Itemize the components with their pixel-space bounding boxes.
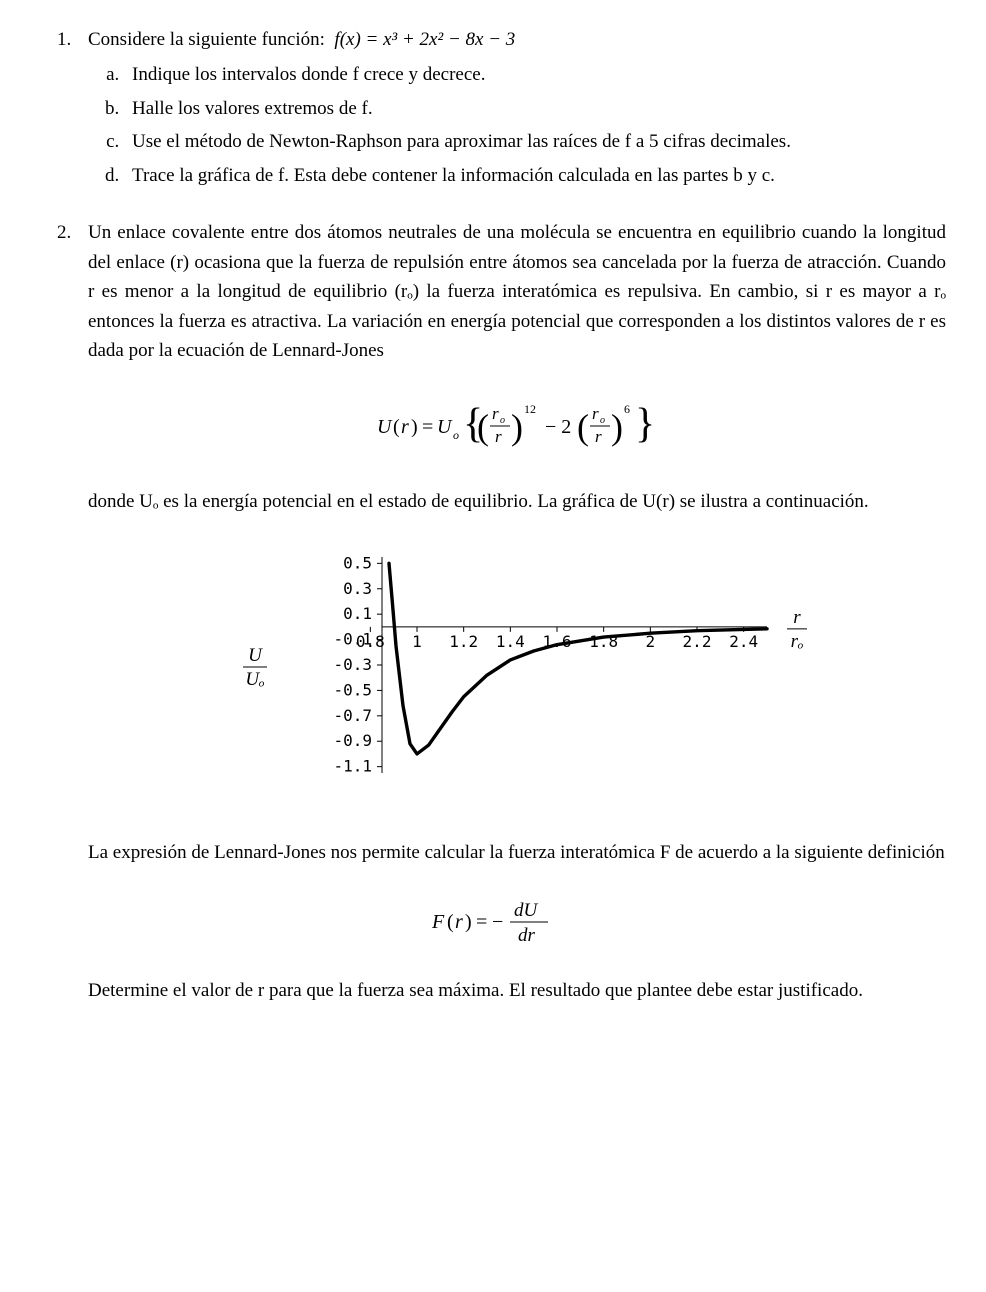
svg-text:dr: dr [518,925,536,946]
svg-text:0.5: 0.5 [343,553,372,572]
svg-text:(: ( [577,407,589,447]
svg-text:): ) [611,407,623,447]
svg-text:2.2: 2.2 [683,632,712,651]
question-2: Un enlace covalente entre dos átomos neu… [76,218,946,1005]
q1-subparts: Indique los intervalos donde f crece y d… [88,60,946,190]
svg-text:0.1: 0.1 [343,604,372,623]
lennard-jones-equation: U ( r ) = U o { ( r o r ) 12 [88,391,946,461]
svg-text:2.4: 2.4 [729,632,758,651]
svg-text:1.2: 1.2 [449,632,478,651]
q1-lead-text: Considere la siguiente función: [88,29,325,50]
q2-para4: Determine el valor de r para que la fuer… [88,976,946,1005]
question-1: Considere la siguiente función: f(x) = x… [76,25,946,190]
svg-text:-0.9: -0.9 [333,731,372,750]
q1-lead: Considere la siguiente función: f(x) = x… [88,29,515,50]
force-equation: F ( r ) = − dU dr [88,894,946,950]
svg-text:−: − [492,911,503,933]
svg-text:}: } [635,401,655,447]
svg-text:U: U [437,416,453,438]
svg-text:=: = [422,416,433,438]
svg-text:0.8: 0.8 [356,632,385,651]
svg-text:(: ( [393,416,400,438]
svg-text:U: U [377,416,393,438]
q1-function: f(x) = x³ + 2x² − 8x − 3 [334,29,515,50]
svg-text:1: 1 [412,632,422,651]
question-list: Considere la siguiente función: f(x) = x… [40,25,946,1005]
svg-text:r: r [455,911,463,933]
svg-text:U: U [248,645,263,666]
svg-text:): ) [511,407,523,447]
q2-para2: donde Uₒ es la energía potencial en el e… [88,487,946,516]
svg-text:r: r [595,427,602,446]
svg-text:r: r [401,416,409,438]
svg-text:-0.7: -0.7 [333,706,372,725]
svg-text:=: = [476,911,487,933]
svg-text:(: ( [477,407,489,447]
svg-text:r: r [495,427,502,446]
svg-text:-0.3: -0.3 [333,655,372,674]
svg-text:-1.1: -1.1 [333,756,372,775]
svg-text:r: r [793,607,801,628]
svg-text:r: r [492,404,499,423]
svg-text:rₒ: rₒ [791,631,804,652]
svg-text:o: o [600,415,605,426]
svg-text:): ) [465,911,472,933]
svg-text:o: o [453,428,459,442]
lj-chart: 0.50.30.1-0.1-0.3-0.5-0.7-0.9-1.10.811.2… [88,541,946,810]
svg-text:(: ( [447,911,454,933]
svg-text:-0.5: -0.5 [333,680,372,699]
svg-text:6: 6 [624,402,630,416]
svg-text:o: o [500,415,505,426]
svg-text:r: r [592,404,599,423]
q1-d: Trace la gráfica de f. Esta debe contene… [124,161,946,190]
svg-text:− 2: − 2 [545,416,571,438]
q2-para1: Un enlace covalente entre dos átomos neu… [88,222,946,361]
svg-text:): ) [411,416,418,438]
q1-c: Use el método de Newton-Raphson para apr… [124,127,946,156]
svg-text:1.4: 1.4 [496,632,525,651]
svg-text:dU: dU [514,900,539,921]
svg-text:F: F [432,911,445,933]
q1-a: Indique los intervalos donde f crece y d… [124,60,946,89]
q2-para3: La expresión de Lennard-Jones nos permit… [88,838,946,867]
svg-text:0.3: 0.3 [343,579,372,598]
svg-text:12: 12 [524,402,536,416]
svg-text:Uₒ: Uₒ [245,669,264,690]
q1-b: Halle los valores extremos de f. [124,94,946,123]
